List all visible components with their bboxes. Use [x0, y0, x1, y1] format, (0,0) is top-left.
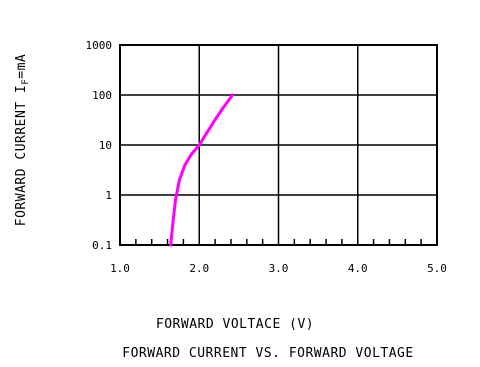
x-axis-title: FORWARD VOLTACE (V)	[156, 317, 314, 332]
plot-frame	[119, 44, 438, 246]
y-axis-title: FORWARD CURRENT IF=mA	[14, 54, 31, 226]
data-point	[231, 93, 234, 97]
data-point	[213, 118, 217, 122]
y-tick-label: 1	[105, 189, 112, 202]
x-tick-label: 4.0	[348, 262, 368, 275]
series-line	[169, 93, 234, 247]
data-point	[205, 130, 209, 134]
y-tick-labels: 0.1 1 10 100 1000	[86, 39, 113, 252]
x-tick-label: 5.0	[427, 262, 447, 275]
data-point	[177, 178, 181, 182]
y-axis-title-main: FORWARD CURRENT I	[14, 85, 29, 227]
data-point	[221, 106, 225, 110]
data-point	[189, 152, 193, 156]
x-tick-label: 1.0	[110, 262, 130, 275]
data-point	[169, 243, 173, 247]
chart-title: FORWARD CURRENT VS. FORWARD VOLTAGE	[122, 346, 413, 361]
y-tick-label: 0.1	[92, 239, 112, 252]
y-axis-title-suffix: =mA	[14, 54, 29, 79]
grid-lines	[120, 45, 437, 245]
data-point	[197, 143, 201, 147]
x-tick-label: 3.0	[269, 262, 289, 275]
x-tick-label: 2.0	[189, 262, 209, 275]
x-tick-labels: 1.0 2.0 3.0 4.0 5.0	[110, 262, 447, 275]
data-point	[183, 163, 187, 167]
data-point	[171, 219, 175, 223]
series-layer	[169, 93, 234, 247]
data-point	[174, 198, 177, 202]
y-tick-label: 10	[99, 139, 112, 152]
y-axis-title-subscript: F	[21, 79, 31, 85]
y-tick-label: 100	[92, 89, 112, 102]
y-tick-label: 1000	[86, 39, 113, 52]
